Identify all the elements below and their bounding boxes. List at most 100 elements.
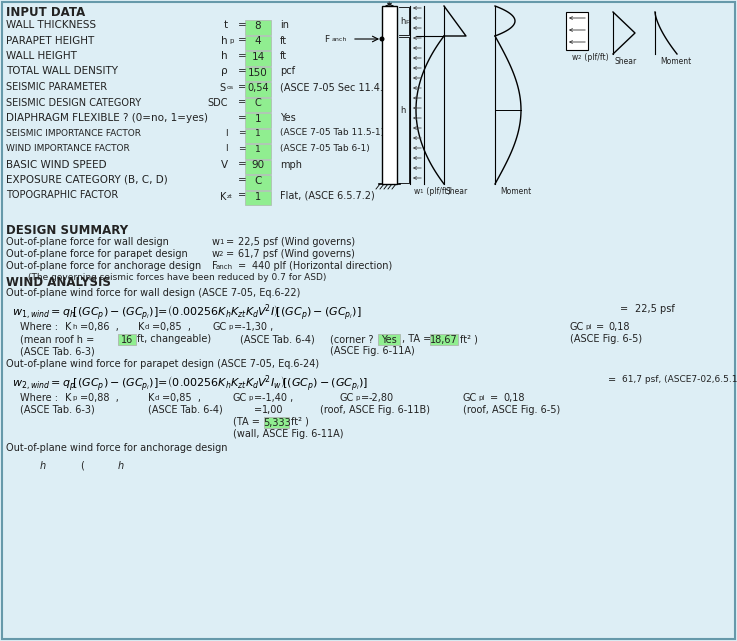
Text: 16: 16: [121, 335, 133, 345]
Text: 1: 1: [419, 189, 423, 194]
Text: 61,7 psf (Wind governs): 61,7 psf (Wind governs): [238, 249, 355, 259]
Bar: [118, 334, 136, 345]
Text: t: t: [388, 1, 391, 10]
Text: GC: GC: [570, 322, 584, 332]
Text: =: =: [238, 160, 247, 169]
Text: BASIC WIND SPEED: BASIC WIND SPEED: [6, 160, 107, 169]
Text: =: =: [238, 175, 247, 185]
Bar: [566, 12, 588, 50]
Text: =: =: [238, 82, 246, 92]
Text: Out-of-plane force for wall design: Out-of-plane force for wall design: [6, 237, 169, 247]
Text: K: K: [148, 393, 154, 403]
Text: 1: 1: [255, 192, 261, 201]
Text: ρ: ρ: [221, 67, 228, 76]
Text: , TA =: , TA =: [402, 334, 431, 344]
Bar: [245, 51, 271, 65]
Text: 22,5 psf (Wind governs): 22,5 psf (Wind governs): [238, 237, 355, 247]
Text: 4: 4: [255, 37, 262, 47]
Text: Shear: Shear: [615, 57, 638, 66]
Text: p: p: [248, 395, 252, 401]
Text: EXPOSURE CATEGORY (B, C, D): EXPOSURE CATEGORY (B, C, D): [6, 175, 168, 185]
Text: (mean roof h =: (mean roof h =: [20, 334, 94, 344]
Text: (ASCE 7-05 Tab 6-1): (ASCE 7-05 Tab 6-1): [280, 144, 370, 153]
Text: -2,80: -2,80: [369, 393, 394, 403]
Text: TOTAL WALL DENSITY: TOTAL WALL DENSITY: [6, 67, 118, 76]
Text: pcf: pcf: [280, 67, 295, 76]
Text: Out-of-plane force for parapet design: Out-of-plane force for parapet design: [6, 249, 188, 259]
Text: =: =: [238, 113, 247, 123]
Text: w: w: [212, 249, 220, 259]
Text: GC: GC: [463, 393, 478, 403]
Text: =: =: [238, 128, 245, 138]
Text: -1,30 ,: -1,30 ,: [242, 322, 273, 332]
Text: (: (: [80, 461, 84, 471]
Text: zt: zt: [227, 194, 233, 199]
Bar: [264, 417, 289, 428]
Text: 1: 1: [255, 114, 262, 124]
Text: SDC: SDC: [208, 97, 228, 108]
Circle shape: [380, 37, 384, 41]
Text: pi: pi: [585, 324, 591, 330]
Text: GC: GC: [213, 322, 227, 332]
Text: 0,85  ,: 0,85 ,: [170, 393, 201, 403]
Text: 22,5 psf: 22,5 psf: [635, 304, 675, 314]
Text: 61,7 psf, (ASCE7-02,6.5.12.4.4): 61,7 psf, (ASCE7-02,6.5.12.4.4): [622, 375, 737, 384]
Text: -1,40 ,: -1,40 ,: [262, 393, 293, 403]
Text: $w_{1,wind}=q_h\!\left[(GC_p)-(GC_{p_i})\right]\!=\!\left(0.00256K_hK_{zt}K_dV^{: $w_{1,wind}=q_h\!\left[(GC_p)-(GC_{p_i})…: [12, 302, 362, 322]
Text: I: I: [226, 128, 228, 138]
Text: anch: anch: [332, 37, 347, 42]
Text: =: =: [162, 393, 170, 403]
Text: (roof, ASCE Fig. 6-11B): (roof, ASCE Fig. 6-11B): [320, 405, 430, 415]
Text: h: h: [400, 17, 405, 26]
Text: 14: 14: [251, 52, 265, 62]
Text: S: S: [220, 83, 226, 93]
Text: $w_{2,wind}=q_p\!\left[(GC_p)-(GC_{p_i})\right]\!=\!\left(0.00256K_hK_{zt}K_dV^{: $w_{2,wind}=q_p\!\left[(GC_p)-(GC_{p_i})…: [12, 373, 368, 394]
Text: =: =: [238, 20, 247, 30]
Text: C: C: [254, 176, 262, 186]
Text: PARAPET HEIGHT: PARAPET HEIGHT: [6, 35, 94, 46]
Text: 1: 1: [255, 145, 261, 154]
Text: Yes: Yes: [381, 335, 397, 345]
Text: (plf/ft): (plf/ft): [424, 187, 450, 196]
Text: t: t: [224, 20, 228, 30]
Text: ft: ft: [280, 35, 287, 46]
Text: Yes: Yes: [280, 113, 296, 123]
Bar: [430, 334, 458, 345]
Text: =: =: [152, 322, 160, 332]
Text: p: p: [228, 324, 232, 330]
Bar: [245, 190, 271, 205]
Text: GC: GC: [340, 393, 354, 403]
Text: 0,18: 0,18: [608, 322, 629, 332]
Text: GC: GC: [233, 393, 247, 403]
Text: 2: 2: [577, 55, 581, 60]
Text: =: =: [254, 393, 262, 403]
Text: os: os: [227, 85, 234, 90]
Text: =: =: [80, 322, 88, 332]
Text: SEISMIC PARAMETER: SEISMIC PARAMETER: [6, 82, 107, 92]
Bar: [245, 97, 271, 112]
Text: =: =: [80, 393, 88, 403]
Text: Moment: Moment: [660, 57, 691, 66]
Text: Out-of-plane wind force for anchorage design: Out-of-plane wind force for anchorage de…: [6, 443, 228, 453]
Text: p: p: [229, 38, 234, 44]
Text: 0,85  ,: 0,85 ,: [160, 322, 191, 332]
Text: (ASCE Fig. 6-5): (ASCE Fig. 6-5): [570, 334, 642, 344]
Text: =: =: [608, 375, 616, 385]
Text: 0,54: 0,54: [247, 83, 269, 93]
Text: 440 plf (Horizontal direction): 440 plf (Horizontal direction): [252, 261, 392, 271]
Text: h: h: [400, 106, 405, 115]
Text: 2: 2: [219, 251, 223, 257]
Text: =: =: [226, 249, 234, 259]
Text: =: =: [490, 393, 498, 403]
Text: (ASCE Tab. 6-3): (ASCE Tab. 6-3): [20, 405, 95, 415]
Text: SEISMIC IMPORTANCE FACTOR: SEISMIC IMPORTANCE FACTOR: [6, 128, 141, 138]
Text: (wall, ASCE Fig. 6-11A): (wall, ASCE Fig. 6-11A): [233, 429, 343, 439]
Text: SEISMIC DESIGN CATEGORY: SEISMIC DESIGN CATEGORY: [6, 97, 141, 108]
Text: 150: 150: [248, 67, 268, 78]
Text: w: w: [572, 53, 578, 62]
Text: K: K: [220, 192, 226, 201]
Text: (ASCE 7-05 Sec 11.4.4): (ASCE 7-05 Sec 11.4.4): [280, 82, 393, 92]
Text: WIND IMPORTANCE FACTOR: WIND IMPORTANCE FACTOR: [6, 144, 130, 153]
Text: h: h: [221, 37, 228, 47]
Text: ft: ft: [280, 51, 287, 61]
